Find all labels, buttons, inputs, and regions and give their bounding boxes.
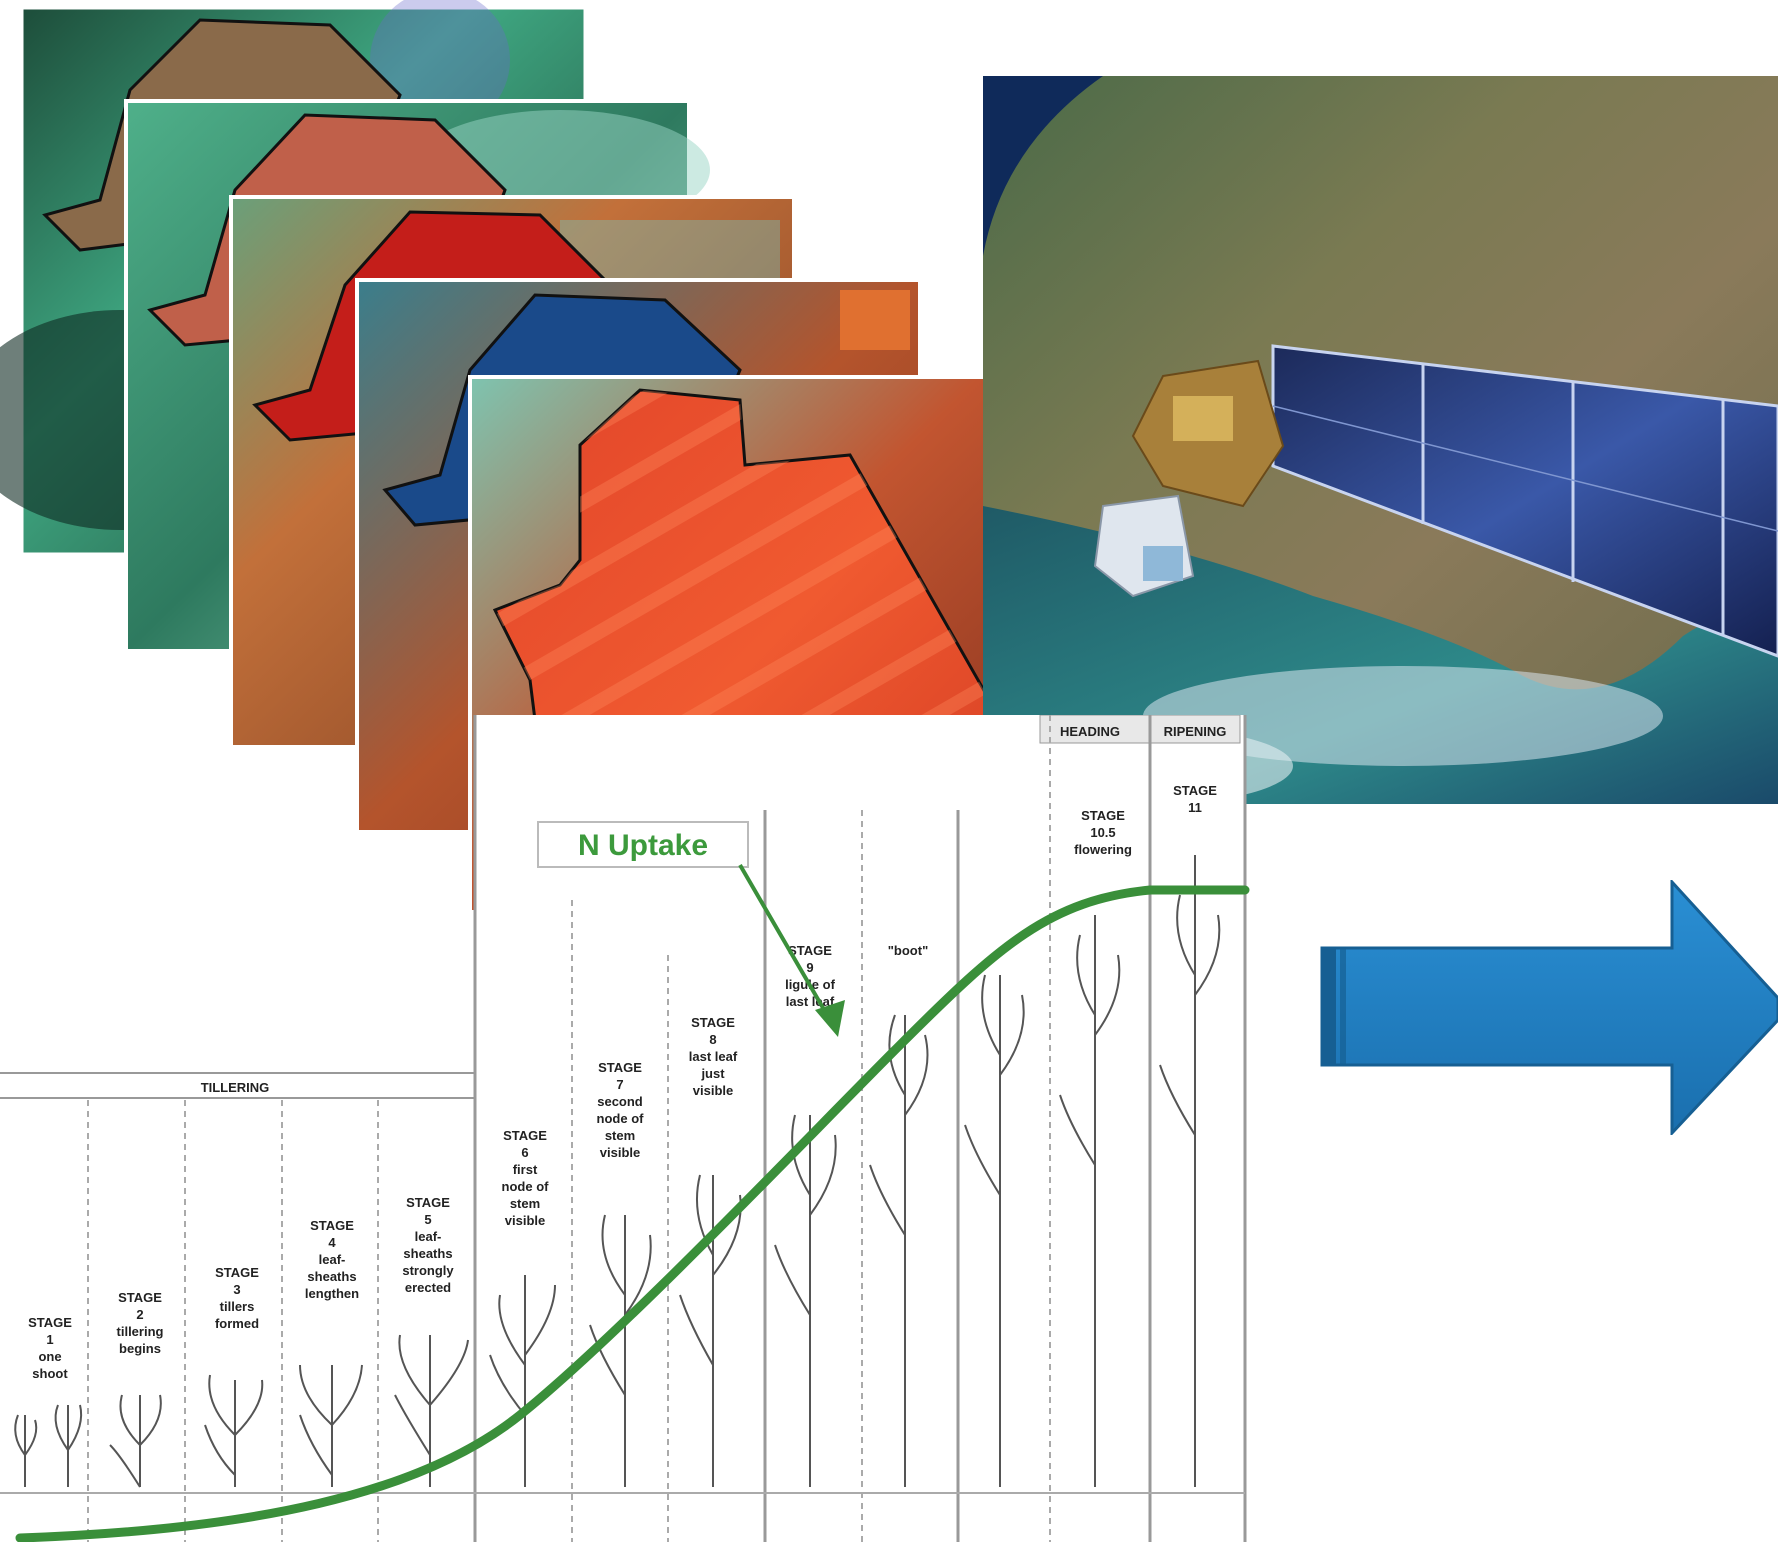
- svg-text:STAGE: STAGE: [28, 1315, 72, 1330]
- svg-text:sheaths: sheaths: [307, 1269, 356, 1284]
- svg-text:visible: visible: [505, 1213, 545, 1228]
- svg-text:visible: visible: [693, 1083, 733, 1098]
- svg-text:STAGE: STAGE: [1081, 808, 1125, 823]
- heading-header: HEADING: [1060, 724, 1120, 739]
- svg-text:10.5: 10.5: [1090, 825, 1115, 840]
- stage-4-label: STAGE 4 leaf-sheaths lengthen: [305, 1218, 359, 1301]
- growth-stage-diagram: TILLERING HEADING RIPENING STAGE 1 one sho…: [0, 715, 1250, 1542]
- n-uptake-label: N Uptake: [578, 829, 708, 862]
- svg-text:first: first: [513, 1162, 538, 1177]
- svg-text:stem: stem: [510, 1196, 540, 1211]
- svg-text:7: 7: [616, 1077, 623, 1092]
- svg-text:8: 8: [709, 1032, 716, 1047]
- svg-text:leaf-: leaf-: [319, 1252, 346, 1267]
- satellite-icon: [1093, 344, 1778, 658]
- svg-text:STAGE: STAGE: [1173, 783, 1217, 798]
- svg-text:6: 6: [521, 1145, 528, 1160]
- n-uptake-label-box: [537, 821, 749, 868]
- svg-text:stem: stem: [605, 1128, 635, 1143]
- svg-text:STAGE: STAGE: [406, 1195, 450, 1210]
- svg-text:3: 3: [233, 1282, 240, 1297]
- svg-text:4: 4: [328, 1235, 336, 1250]
- rice-plant-sketches: [14, 855, 1221, 1488]
- stage-11-label: STAGE 11: [1173, 783, 1217, 815]
- svg-text:one: one: [38, 1349, 61, 1364]
- svg-text:node of: node of: [597, 1111, 645, 1126]
- svg-text:STAGE: STAGE: [598, 1060, 642, 1075]
- svg-text:leaf-: leaf-: [415, 1229, 442, 1244]
- svg-text:tillering: tillering: [117, 1324, 164, 1339]
- pointer-arrowhead: [815, 1000, 845, 1037]
- svg-text:STAGE: STAGE: [310, 1218, 354, 1233]
- svg-text:flowering: flowering: [1074, 842, 1132, 857]
- svg-text:9: 9: [806, 960, 813, 975]
- svg-text:node of: node of: [502, 1179, 550, 1194]
- stage-7-label: STAGE 7 second node of stem visible: [597, 1060, 645, 1160]
- stage-2-label: STAGE 2 tillering begins: [117, 1290, 164, 1356]
- svg-text:just: just: [700, 1066, 725, 1081]
- svg-text:last leaf: last leaf: [689, 1049, 738, 1064]
- svg-text:1: 1: [46, 1332, 53, 1347]
- svg-text:"boot": "boot": [888, 943, 928, 958]
- svg-text:STAGE: STAGE: [503, 1128, 547, 1143]
- svg-text:5: 5: [424, 1212, 431, 1227]
- svg-text:STAGE: STAGE: [691, 1015, 735, 1030]
- ripening-header: RIPENING: [1164, 724, 1227, 739]
- stage-6-label: STAGE 6 first node of stem visible: [502, 1128, 550, 1228]
- stage-3-label: STAGE 3 tillers formed: [215, 1265, 259, 1331]
- svg-text:11: 11: [1188, 800, 1202, 815]
- satellite-photo: [983, 76, 1778, 804]
- stage-5-label: STAGE 5 leaf-sheaths strongly erected: [402, 1195, 454, 1295]
- n-uptake-curve: [15, 885, 1250, 1542]
- svg-text:STAGE: STAGE: [215, 1265, 259, 1280]
- stage-8-label: STAGE 8 last leaf just visible: [689, 1015, 738, 1098]
- svg-text:shoot: shoot: [32, 1366, 68, 1381]
- stage-10-5-label: STAGE 10.5 flowering: [1074, 808, 1132, 857]
- svg-text:STAGE: STAGE: [788, 943, 832, 958]
- svg-text:begins: begins: [119, 1341, 161, 1356]
- stage-1-label: STAGE 1 one shoot: [28, 1315, 72, 1381]
- svg-text:tillers: tillers: [220, 1299, 255, 1314]
- svg-text:visible: visible: [600, 1145, 640, 1160]
- svg-text:strongly: strongly: [402, 1263, 454, 1278]
- svg-text:erected: erected: [405, 1280, 451, 1295]
- svg-text:second: second: [597, 1094, 643, 1109]
- n-uptake-pointer: [738, 863, 832, 1022]
- svg-text:2: 2: [136, 1307, 143, 1322]
- right-arrow-icon: [1320, 880, 1778, 1135]
- svg-text:lengthen: lengthen: [305, 1286, 359, 1301]
- svg-text:formed: formed: [215, 1316, 259, 1331]
- svg-text:STAGE: STAGE: [118, 1290, 162, 1305]
- boot-label: "boot": [888, 943, 928, 958]
- svg-text:sheaths: sheaths: [403, 1246, 452, 1261]
- tillering-header: TILLERING: [201, 1080, 270, 1095]
